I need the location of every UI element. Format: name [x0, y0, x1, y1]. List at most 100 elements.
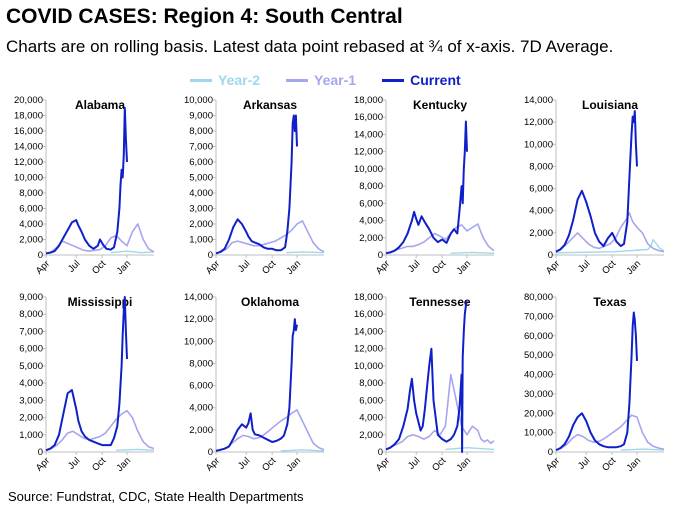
y-tick-label: 3,000 [19, 395, 43, 406]
y-tick-label: 3,000 [189, 204, 213, 215]
x-tick-label-oct: Oct [90, 455, 108, 473]
chart-panel-louisiana: Louisiana 0 2,000 4,000 6,000 8,000 10,000 12,0… [524, 95, 665, 277]
y-tick-label: 5,000 [19, 361, 43, 372]
y-tick-label: 16,000 [354, 112, 383, 123]
y-tick-label: 6,000 [529, 184, 553, 195]
y-tick-label: 0 [38, 447, 43, 458]
y-tick-label: 9,000 [189, 111, 213, 122]
y-tick-label: 20,000 [14, 95, 43, 106]
x-tick-label-jul: Jul [576, 455, 592, 471]
chart-panel-texas: Texas 0 10,000 20,000 30,000 40,000 50,000 60,0… [524, 292, 665, 474]
y-tick-label: 12,000 [354, 147, 383, 158]
chart-title-texas: Texas [593, 295, 626, 309]
y-tick-label: 0 [548, 447, 553, 458]
series-line-year-2-arkansas [286, 251, 325, 254]
y-tick-label: 10,000 [524, 428, 553, 439]
series-line-year-2-tennessee [445, 447, 495, 451]
y-tick-label: 16,000 [354, 309, 383, 320]
series-line-year-2-louisiana [555, 238, 665, 254]
x-tick-label-oct: Oct [260, 455, 278, 473]
y-tick-label: 4,000 [19, 378, 43, 389]
chart-panel-tennessee: Tennessee 0 2,000 4,000 6,000 8,000 10,000 12,0… [354, 292, 495, 474]
y-tick-label: 5,000 [189, 173, 213, 184]
y-tick-label: 2,000 [189, 425, 213, 436]
y-tick-label: 4,000 [19, 219, 43, 230]
y-tick-label: 14,000 [184, 292, 213, 303]
x-tick-label-jul: Jul [66, 258, 82, 274]
y-tick-label: 14,000 [354, 326, 383, 337]
x-tick-label-apr: Apr [204, 258, 222, 276]
x-tick-label-apr: Apr [374, 455, 392, 473]
y-tick-label: 9,000 [19, 292, 43, 303]
x-tick-label-oct: Oct [90, 258, 108, 276]
x-tick-label-oct: Oct [260, 258, 278, 276]
chart-panel-mississippi: Mississippi 0 1,000 2,000 3,000 4,000 5,000 6,0… [19, 292, 155, 474]
y-tick-label: 0 [548, 250, 553, 261]
series-line-year-1-louisiana [555, 212, 665, 253]
y-tick-label: 8,000 [19, 188, 43, 199]
y-tick-label: 10,000 [184, 336, 213, 347]
y-tick-label: 0 [208, 447, 213, 458]
y-tick-label: 8,000 [529, 161, 553, 172]
legend-item-current: Current [382, 72, 461, 88]
x-tick-label-jul: Jul [406, 455, 422, 471]
chart-title-oklahoma: Oklahoma [241, 295, 299, 309]
y-tick-label: 4,000 [359, 413, 383, 424]
series-line-year-1-alabama [45, 223, 155, 255]
series-line-year-1-oklahoma [215, 409, 325, 452]
legend-item-year-1: Year-1 [286, 72, 356, 88]
y-tick-label: 7,000 [189, 142, 213, 153]
x-tick-label-jan: Jan [455, 455, 474, 474]
y-tick-label: 2,000 [359, 233, 383, 244]
y-tick-label: 10,000 [14, 173, 43, 184]
y-tick-label: 12,000 [14, 157, 43, 168]
x-tick-label-apr: Apr [374, 258, 392, 276]
y-tick-label: 8,000 [359, 378, 383, 389]
x-tick-label-jan: Jan [285, 258, 304, 277]
y-tick-label: 4,000 [189, 188, 213, 199]
y-tick-label: 0 [208, 250, 213, 261]
series-line-current-alabama [45, 106, 128, 255]
legend-label-year-1: Year-1 [314, 72, 357, 88]
chart-title-alabama: Alabama [75, 98, 125, 112]
y-tick-label: 2,000 [529, 228, 553, 239]
x-tick-label-jan: Jan [455, 258, 474, 277]
source-note: Source: Fundstrat, CDC, State Health Dep… [8, 489, 304, 504]
y-tick-label: 2,000 [19, 235, 43, 246]
series-line-current-mississippi [45, 296, 128, 452]
y-tick-label: 10,000 [524, 139, 553, 150]
y-tick-label: 12,000 [524, 117, 553, 128]
legend-swatch-year-1 [286, 78, 309, 82]
y-tick-label: 12,000 [184, 314, 213, 325]
x-tick-label-jan: Jan [625, 455, 644, 474]
y-tick-label: 8,000 [19, 309, 43, 320]
x-tick-label-jul: Jul [236, 455, 252, 471]
x-tick-label-jan: Jan [625, 258, 644, 277]
x-tick-label-apr: Apr [34, 455, 52, 473]
x-tick-label-apr: Apr [34, 258, 52, 276]
y-tick-label: 6,000 [19, 344, 43, 355]
legend-item-year-2: Year-2 [190, 72, 260, 88]
y-tick-label: 6,000 [189, 381, 213, 392]
chart-panel-arkansas: Arkansas 0 1,000 2,000 3,000 4,000 5,000 6,000 7… [184, 95, 325, 277]
y-tick-label: 18,000 [14, 111, 43, 122]
chart-title-arkansas: Arkansas [243, 98, 297, 112]
y-tick-label: 6,000 [359, 198, 383, 209]
y-tick-label: 40,000 [524, 370, 553, 381]
y-tick-label: 6,000 [19, 204, 43, 215]
y-tick-label: 10,000 [354, 361, 383, 372]
y-tick-label: 60,000 [524, 331, 553, 342]
x-tick-label-oct: Oct [600, 455, 618, 473]
y-tick-label: 4,000 [529, 206, 553, 217]
y-tick-label: 18,000 [354, 292, 383, 303]
legend-swatch-current [382, 78, 405, 82]
y-tick-label: 80,000 [524, 292, 553, 303]
y-tick-label: 10,000 [184, 95, 213, 106]
x-tick-label-jul: Jul [576, 258, 592, 274]
series-line-year-2-mississippi [116, 448, 155, 451]
y-tick-label: 4,000 [189, 403, 213, 414]
y-tick-label: 12,000 [354, 344, 383, 355]
page-title: COVID CASES: Region 4: South Central [6, 5, 403, 28]
y-tick-label: 10,000 [354, 164, 383, 175]
